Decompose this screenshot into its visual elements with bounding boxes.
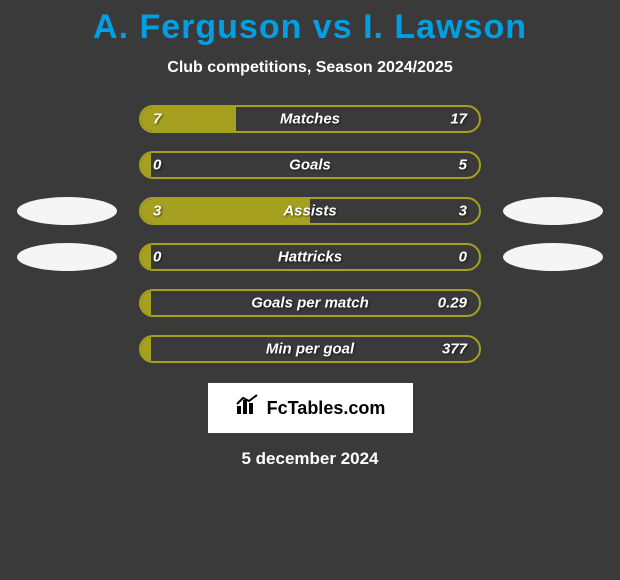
player-avatar-left [17, 197, 117, 225]
stat-row: 0 Goals 5 [139, 151, 481, 179]
player-avatar-left [17, 243, 117, 271]
stat-fill-left [141, 153, 151, 177]
stat-row: Goals per match 0.29 [139, 289, 481, 317]
right-avatars [503, 197, 603, 271]
stat-value-right: 0.29 [438, 295, 467, 312]
stat-value-left: 0 [153, 249, 161, 266]
page-title: A. Ferguson vs I. Lawson [0, 8, 620, 47]
subtitle: Club competitions, Season 2024/2025 [0, 59, 620, 77]
left-avatars [17, 197, 117, 271]
stat-fill-left [141, 291, 151, 315]
stat-row: 0 Hattricks 0 [139, 243, 481, 271]
stat-fill-left [141, 245, 151, 269]
stat-row: Min per goal 377 [139, 335, 481, 363]
stat-value-right: 3 [459, 203, 467, 220]
brand-logo: FcTables.com [208, 383, 413, 433]
stat-label: Hattricks [278, 249, 342, 266]
stat-bars: 7 Matches 17 0 Goals 5 3 Assists 3 0 Hattricks 0 Goa… [139, 105, 481, 363]
stat-label: Min per goal [266, 341, 354, 358]
stat-value-right: 377 [442, 341, 467, 358]
stat-value-right: 17 [450, 111, 467, 128]
stat-label: Goals [289, 157, 331, 174]
stat-label: Goals per match [251, 295, 369, 312]
stat-fill-left [141, 337, 151, 361]
stat-value-right: 0 [459, 249, 467, 266]
stat-row: 7 Matches 17 [139, 105, 481, 133]
chart-icon [235, 394, 261, 422]
stat-label: Assists [283, 203, 336, 220]
comparison-body: 7 Matches 17 0 Goals 5 3 Assists 3 0 Hattricks 0 Goa… [0, 105, 620, 363]
brand-text: FcTables.com [267, 398, 386, 419]
stat-row: 3 Assists 3 [139, 197, 481, 225]
stat-value-right: 5 [459, 157, 467, 174]
comparison-infographic: A. Ferguson vs I. Lawson Club competitio… [0, 0, 620, 469]
player-avatar-right [503, 243, 603, 271]
stat-value-left: 3 [153, 203, 161, 220]
date-label: 5 december 2024 [0, 449, 620, 469]
stat-value-left: 0 [153, 157, 161, 174]
player-avatar-right [503, 197, 603, 225]
stat-label: Matches [280, 111, 340, 128]
stat-value-left: 7 [153, 111, 161, 128]
